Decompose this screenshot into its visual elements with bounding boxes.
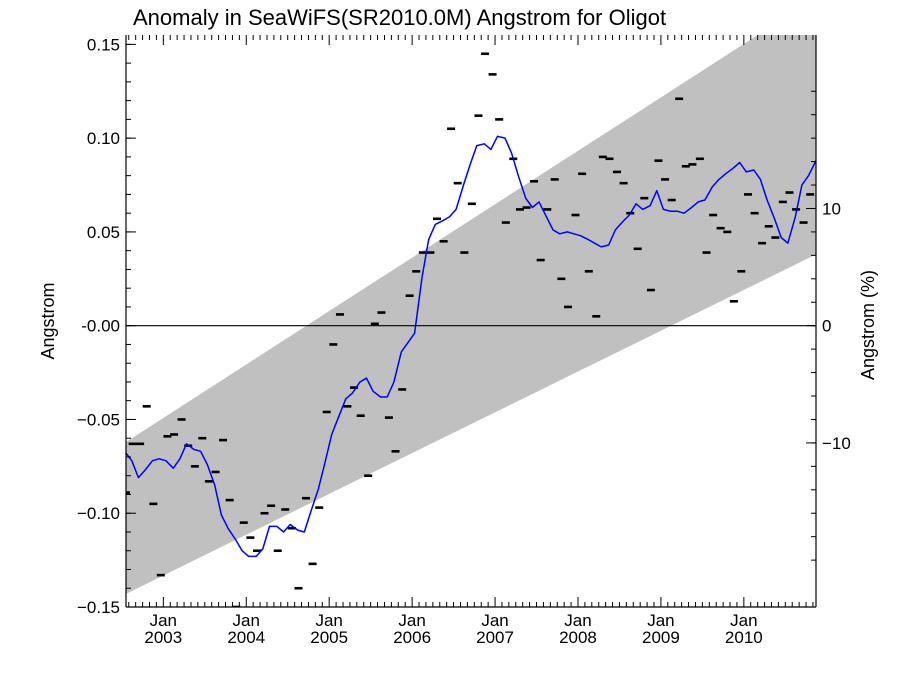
x-tick-year-label: 2005 bbox=[310, 628, 348, 647]
y-right-tick-label: −10 bbox=[822, 434, 851, 453]
uncertainty-band-layer bbox=[126, 35, 816, 594]
x-tick-year-label: 2009 bbox=[642, 628, 680, 647]
y-tick-label: −0.05 bbox=[77, 410, 120, 429]
y-axis-title-left: Angstrom bbox=[38, 282, 58, 359]
chart-title: Anomaly in SeaWiFS(SR2010.0M) Angstrom f… bbox=[133, 5, 666, 30]
x-tick-year-label: 2004 bbox=[227, 628, 265, 647]
y-tick-label: −0.10 bbox=[77, 504, 120, 523]
y-tick-label: −0.15 bbox=[77, 598, 120, 617]
uncertainty-band bbox=[126, 35, 816, 594]
x-tick-month-label: Jan bbox=[150, 611, 177, 630]
y-tick-label: 0.10 bbox=[87, 129, 120, 148]
x-tick-year-label: 2006 bbox=[393, 628, 431, 647]
y-tick-label: 0.15 bbox=[87, 35, 120, 54]
x-tick-month-label: Jan bbox=[564, 611, 591, 630]
x-tick-month-label: Jan bbox=[398, 611, 425, 630]
x-tick-year-label: 2010 bbox=[725, 628, 763, 647]
y-right-tick-label: 10 bbox=[822, 199, 841, 218]
x-tick-month-label: Jan bbox=[730, 611, 757, 630]
axis-layer: 0.15 0.10 0.05 -0.00 −0.05 −0.10 −0.15 10 0 −10 Ja… bbox=[77, 35, 851, 647]
x-tick-month-label: Jan bbox=[315, 611, 342, 630]
x-tick-month-label: Jan bbox=[233, 611, 260, 630]
x-tick-year-label: 2007 bbox=[476, 628, 514, 647]
x-tick-month-label: Jan bbox=[647, 611, 674, 630]
monthly-points-layer bbox=[126, 52, 815, 607]
y-tick-label: -0.00 bbox=[81, 317, 120, 336]
smooth-series-line bbox=[126, 135, 816, 558]
title-layer: Anomaly in SeaWiFS(SR2010.0M) Angstrom f… bbox=[38, 5, 878, 380]
y-axis-title-right: Angstrom (%) bbox=[858, 270, 878, 380]
y-right-tick-label: 0 bbox=[822, 317, 831, 336]
x-tick-year-label: 2008 bbox=[559, 628, 597, 647]
y-tick-label: 0.05 bbox=[87, 223, 120, 242]
smooth-series-layer bbox=[126, 135, 816, 558]
x-tick-year-label: 2003 bbox=[144, 628, 182, 647]
x-tick-month-label: Jan bbox=[481, 611, 508, 630]
plot-frame-layer bbox=[125, 35, 817, 608]
